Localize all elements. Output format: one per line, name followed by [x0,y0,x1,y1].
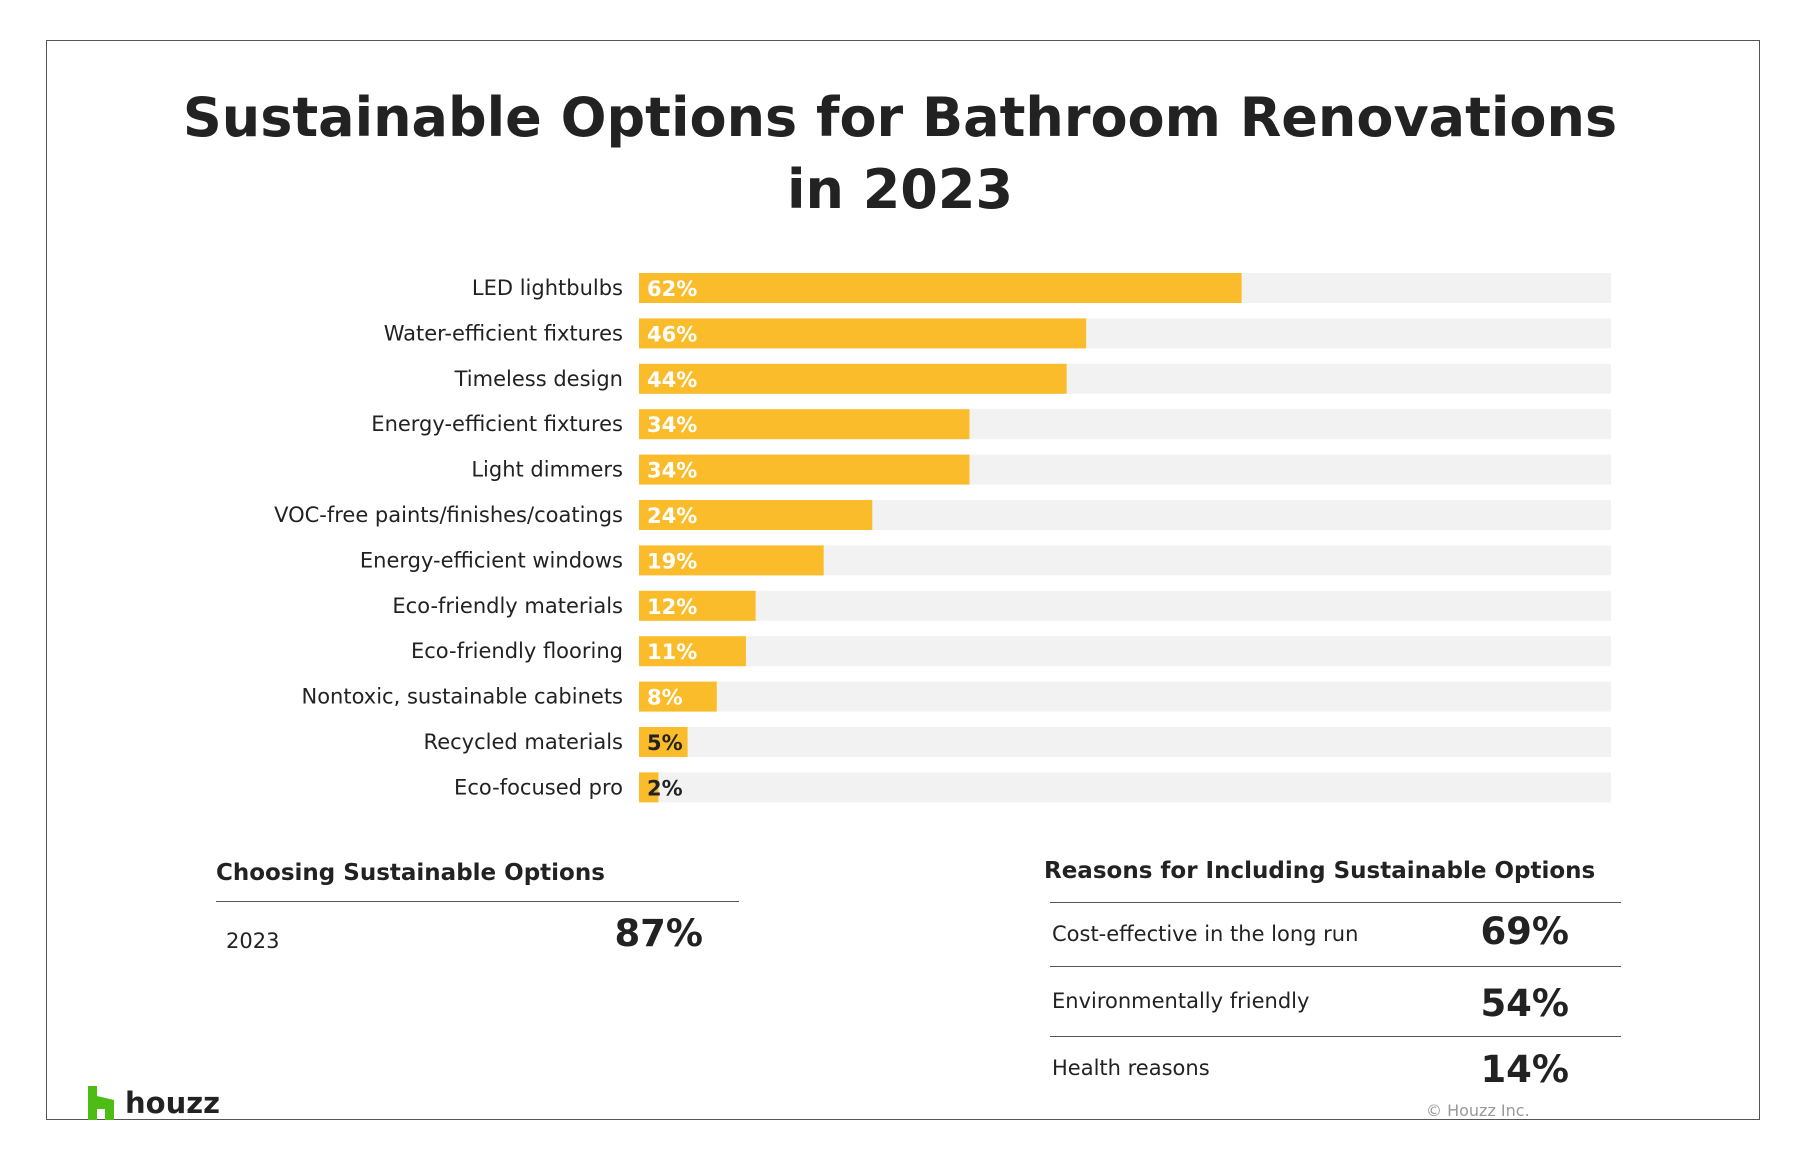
bar-track [639,590,1611,621]
houzz-logo-text: houzz [125,1086,220,1120]
reasons-row-label-2: Environmentally friendly [1052,989,1310,1013]
value-label: 19% [647,549,697,573]
bar [639,727,688,757]
value-label: 24% [647,504,697,528]
category-label: Energy-efficient fixtures [371,412,623,436]
value-label: 8% [647,686,683,710]
value-label: 46% [647,322,697,346]
value-label: 2% [647,776,683,800]
bar [639,590,756,621]
reasons-row-label-3: Health reasons [1052,1056,1210,1080]
choosing-row-label: 2023 [226,929,280,953]
bar [639,273,1242,303]
bar [639,681,717,712]
reasons-row-value-2: 54% [1480,982,1569,1025]
bar [639,363,1067,394]
chart-title-line-2: in 2023 [786,158,1014,221]
category-label: Eco-focused pro [454,775,623,799]
value-label: 34% [647,459,697,483]
value-label: 5% [647,731,683,755]
reasons-row-label-1: Cost-effective in the long run [1052,922,1359,946]
reasons-section-title: Reasons for Including Sustainable Option… [1044,858,1596,884]
choosing-row-value: 87% [614,912,703,955]
category-label: Nontoxic, sustainable cabinets [301,685,623,709]
category-label: LED lightbulbs [472,276,623,300]
value-label: 12% [647,595,697,619]
value-label: 62% [647,277,697,301]
bar [639,636,746,667]
bar-chart: LED lightbulbs 62% Water-efficient fixture… [274,273,1611,803]
bar [639,500,873,530]
reasons-divider-top [1050,902,1621,903]
bar-track [639,727,1611,757]
bar [639,318,1087,349]
bar-track [639,681,1611,712]
category-label: Timeless design [454,367,623,391]
copyright-notice: © Houzz Inc. [1426,1101,1530,1120]
bar [639,454,970,485]
category-label: Recycled materials [424,730,623,754]
reasons-divider-1 [1050,966,1621,967]
chart-title-line-1: Sustainable Options for Bathroom Renovat… [182,86,1618,149]
category-label: Water-efficient fixtures [384,321,623,345]
bar [639,409,970,440]
category-label: VOC-free paints/finishes/coatings [274,503,623,527]
reasons-divider-2 [1050,1036,1621,1037]
value-label: 34% [647,413,697,437]
chart-frame [46,40,1760,1120]
choosing-divider [216,901,739,902]
bar [639,545,824,576]
category-label: Eco-friendly materials [392,594,623,618]
category-label: Eco-friendly flooring [411,639,623,663]
value-label: 44% [647,368,697,392]
bar [639,772,659,803]
reasons-row-value-3: 14% [1480,1048,1569,1091]
bar-track [639,636,1611,667]
value-label: 11% [647,640,697,664]
houzz-logo-icon [88,1086,114,1120]
category-label: Light dimmers [471,458,623,482]
chart-title: Sustainable Options for Bathroom Renovat… [0,82,1800,226]
category-label: Energy-efficient windows [360,548,623,572]
bar-track [639,772,1611,803]
reasons-row-value-1: 69% [1480,910,1569,953]
choosing-section-title: Choosing Sustainable Options [216,860,605,886]
